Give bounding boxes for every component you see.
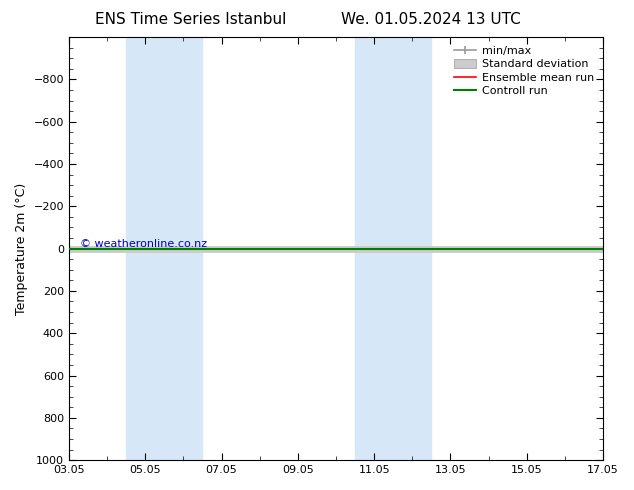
- Text: © weatheronline.co.nz: © weatheronline.co.nz: [80, 239, 207, 248]
- Bar: [126, 37, 202, 460]
- Legend: min/max, Standard deviation, Ensemble mean run, Controll run: min/max, Standard deviation, Ensemble me…: [451, 43, 598, 100]
- Y-axis label: Temperature 2m (°C): Temperature 2m (°C): [15, 182, 28, 315]
- Text: ENS Time Series Istanbul: ENS Time Series Istanbul: [94, 12, 286, 27]
- Text: We. 01.05.2024 13 UTC: We. 01.05.2024 13 UTC: [341, 12, 521, 27]
- Bar: [355, 37, 431, 460]
